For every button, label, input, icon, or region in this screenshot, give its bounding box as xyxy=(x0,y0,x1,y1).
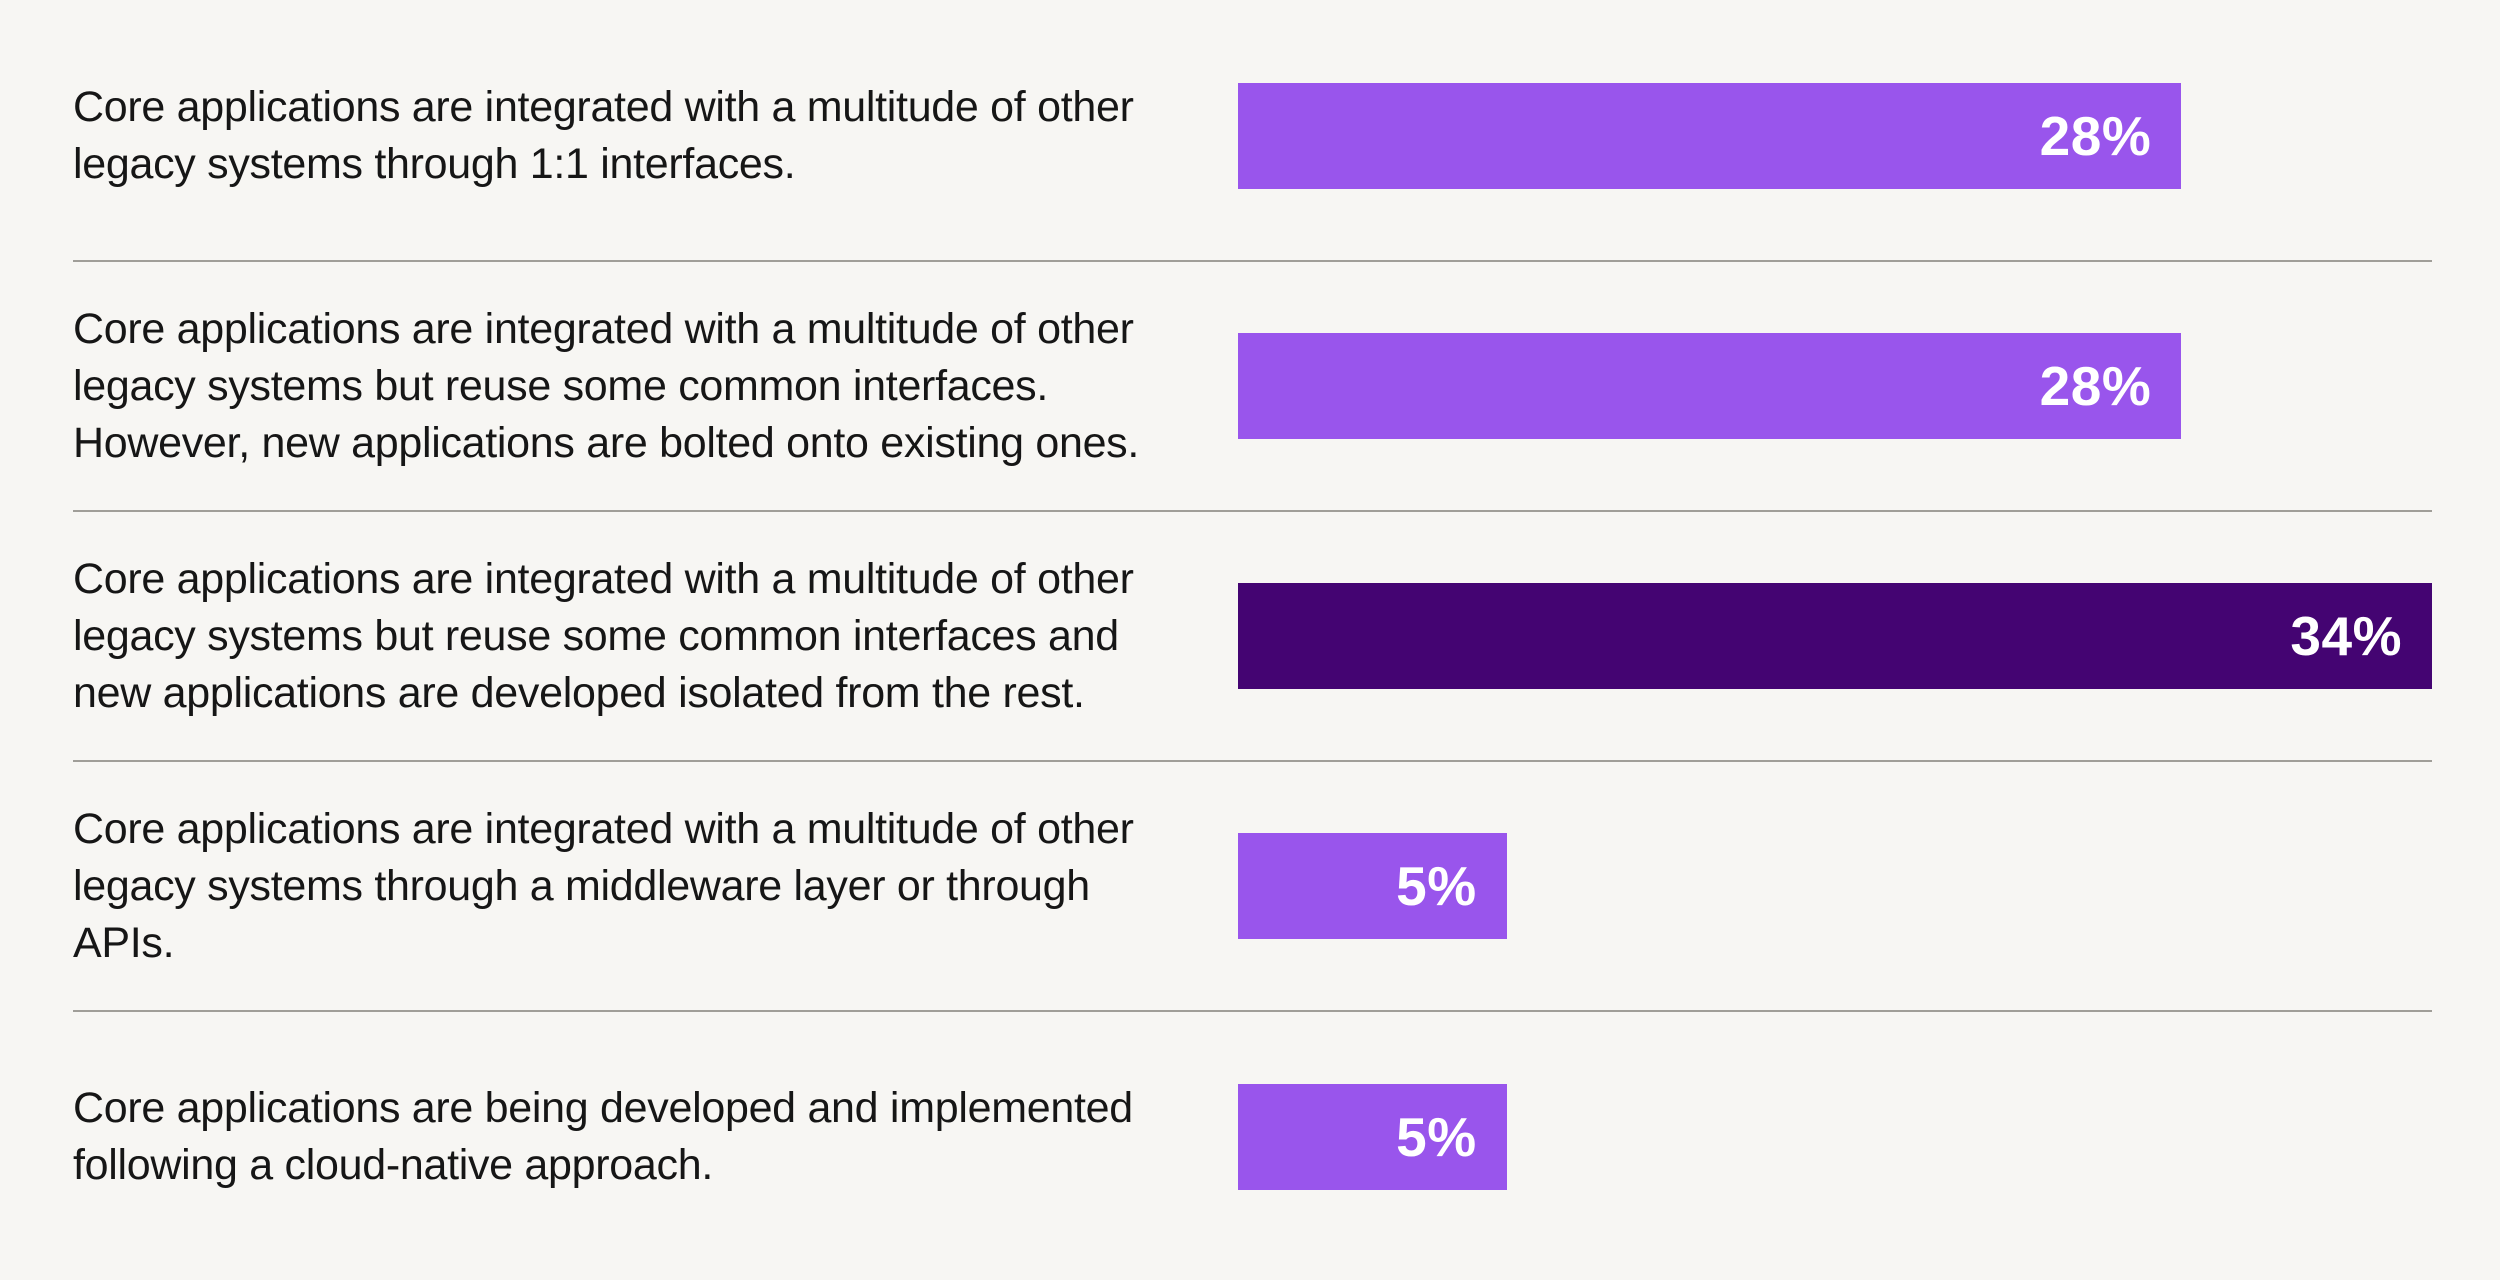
bar: 34% xyxy=(1238,583,2432,689)
row-category-label: Core applications are integrated with a … xyxy=(73,554,1134,717)
bar-area: 34% xyxy=(1238,583,2432,689)
bar-area: 5% xyxy=(1238,833,2432,939)
chart-row: Core applications are integrated with a … xyxy=(73,12,2432,262)
bar-value-label: 5% xyxy=(1396,855,1477,917)
chart-row: Core applications are integrated with a … xyxy=(73,512,2432,762)
bar-value-label: 5% xyxy=(1396,1106,1477,1168)
chart-row: Core applications are integrated with a … xyxy=(73,762,2432,1012)
row-category-label: Core applications are being developed an… xyxy=(73,1084,1133,1189)
bar-value-label: 34% xyxy=(2290,605,2402,667)
bar: 5% xyxy=(1238,833,1507,939)
bar-value-label: 28% xyxy=(2039,105,2152,167)
row-category-label: Core applications are integrated with a … xyxy=(73,804,1134,967)
chart-rows: Core applications are integrated with a … xyxy=(73,12,2432,1262)
chart-row: Core applications are being developed an… xyxy=(73,1012,2432,1262)
bar-value-label: 28% xyxy=(2039,355,2152,417)
bar: 28% xyxy=(1238,333,2182,439)
bar: 5% xyxy=(1238,1084,1507,1190)
bar-area: 5% xyxy=(1238,1084,2432,1190)
chart-row: Core applications are integrated with a … xyxy=(73,262,2432,512)
bar-area: 28% xyxy=(1238,83,2432,189)
row-category-label: Core applications are integrated with a … xyxy=(73,304,1140,467)
bar: 28% xyxy=(1238,83,2182,189)
bar-area: 28% xyxy=(1238,333,2432,439)
row-category-label: Core applications are integrated with a … xyxy=(73,83,1134,188)
